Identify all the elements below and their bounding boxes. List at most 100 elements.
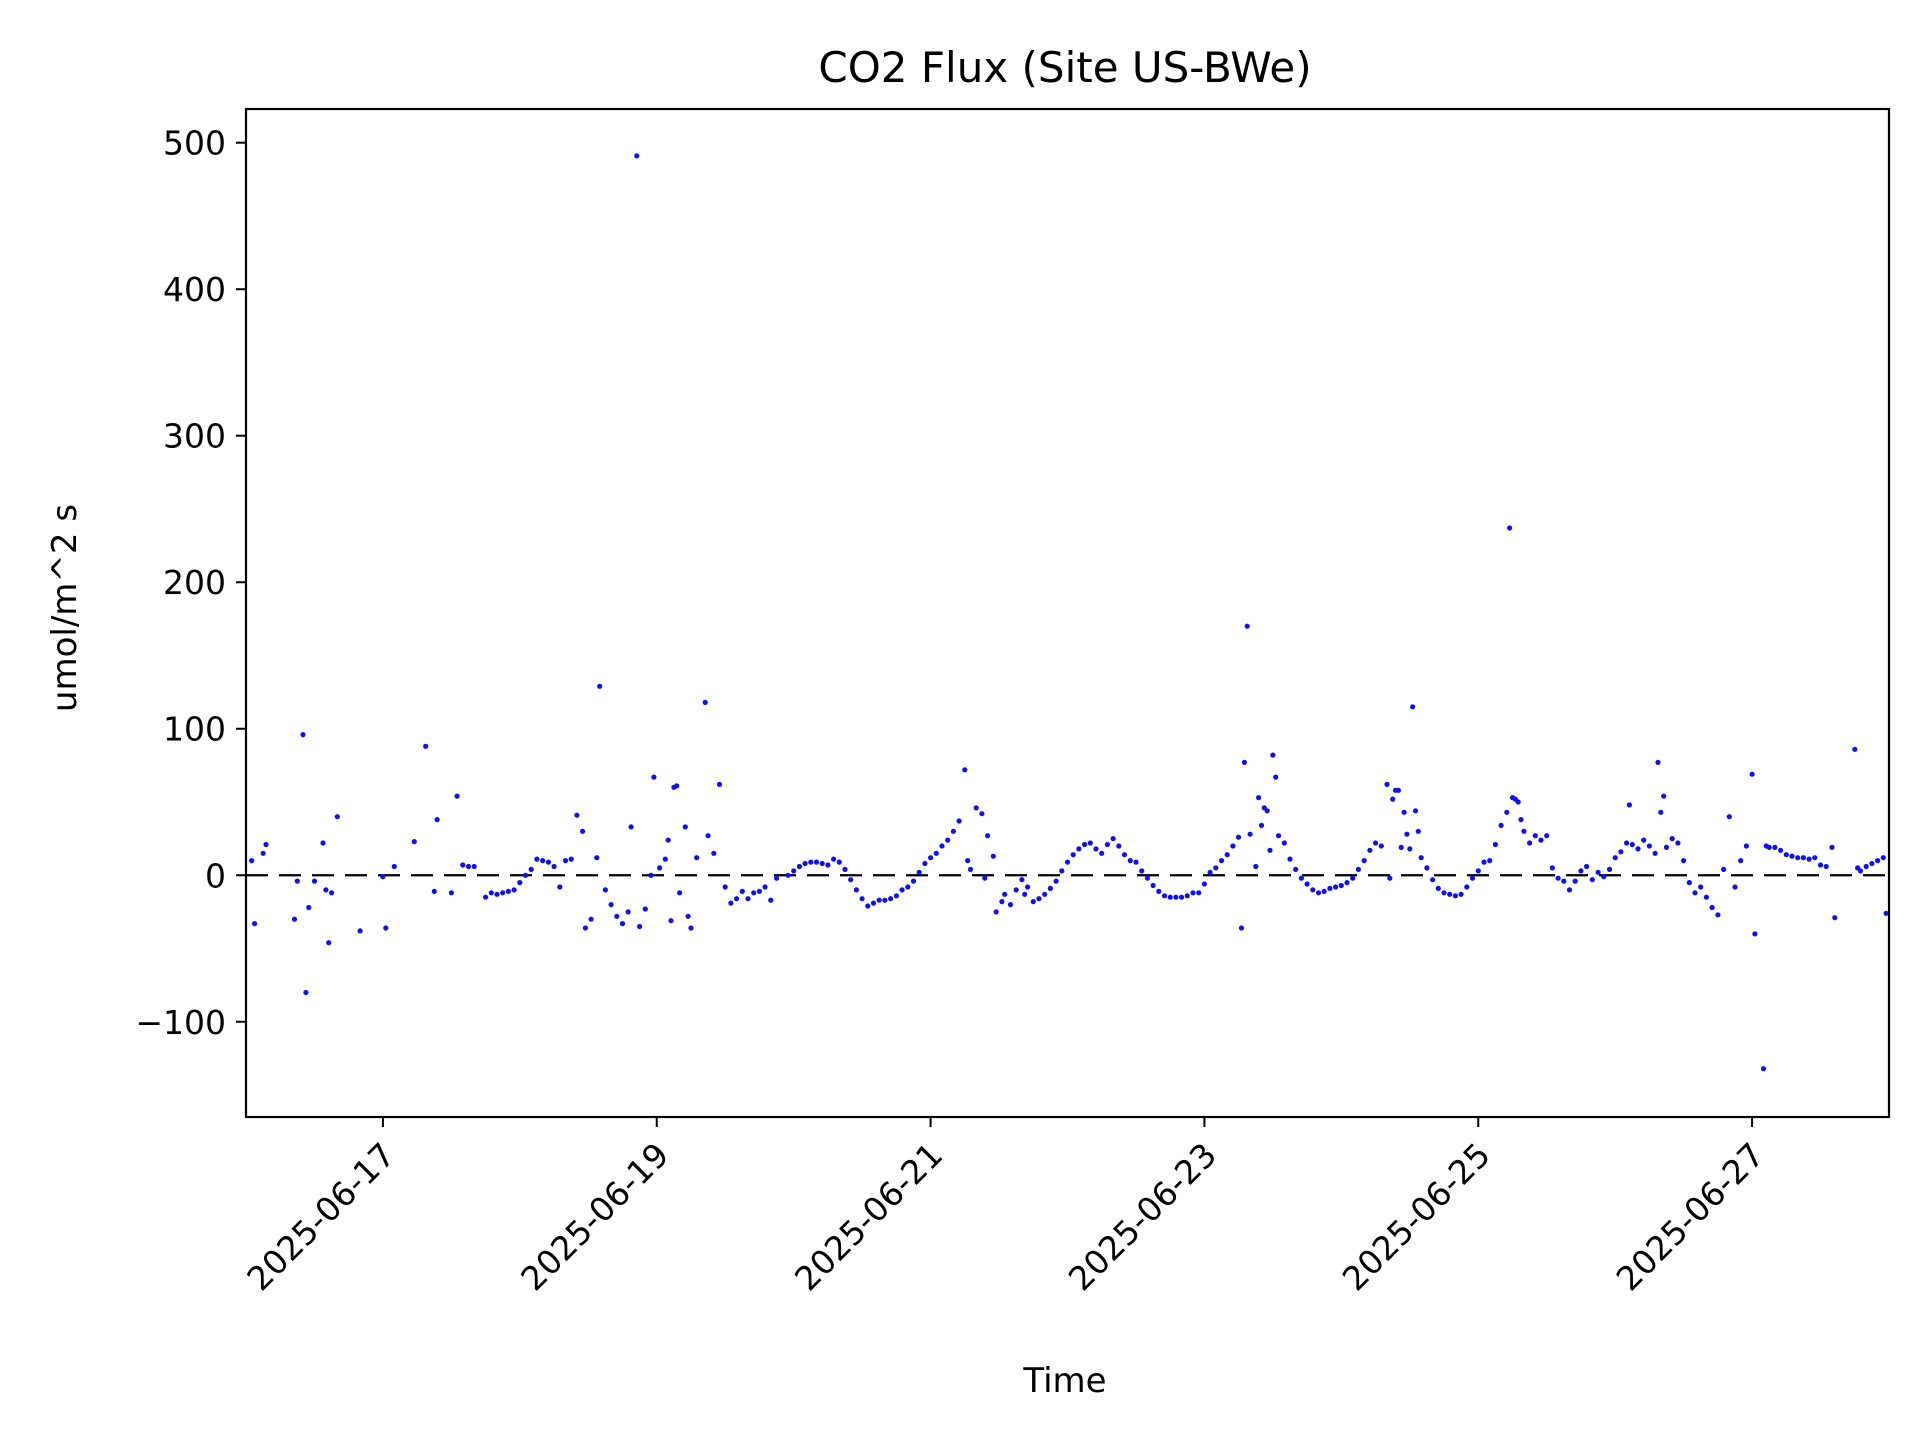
data-point (1184, 893, 1190, 899)
data-point (320, 840, 326, 846)
data-point (1458, 891, 1464, 897)
data-point (1606, 866, 1613, 873)
data-point (1641, 837, 1647, 843)
data-point (1829, 844, 1835, 851)
data-point (1555, 875, 1561, 881)
data-point (1241, 759, 1247, 766)
data-point (1207, 869, 1213, 875)
data-point (1304, 881, 1310, 887)
data-point (1681, 858, 1687, 864)
data-point (252, 921, 258, 927)
data-point (488, 890, 494, 896)
data-point (1139, 868, 1145, 874)
data-point (1544, 833, 1550, 839)
data-point (1629, 841, 1635, 848)
data-point (557, 884, 563, 890)
data-point (722, 884, 728, 890)
data-point (1464, 884, 1470, 890)
data-point (768, 897, 774, 903)
data-point (1481, 859, 1487, 865)
data-point (751, 890, 757, 896)
data-point (391, 863, 397, 870)
data-point (1635, 846, 1641, 852)
data-point (842, 866, 848, 873)
data-point (967, 866, 974, 873)
y-axis-ticks: −100 0 100 200 300 400 500 (135, 124, 246, 1042)
data-point (993, 909, 999, 915)
data-point (1036, 896, 1042, 902)
data-point (1333, 884, 1339, 890)
data-point (1618, 849, 1624, 855)
data-point (922, 860, 928, 867)
data-point (1852, 746, 1858, 752)
data-point (1350, 875, 1356, 881)
data-point (1612, 855, 1618, 861)
data-point (1133, 859, 1139, 865)
data-point (745, 896, 751, 902)
data-point (785, 872, 791, 878)
data-point (637, 923, 643, 930)
y-axis-label: umol/m^2 s (45, 504, 85, 712)
data-point (756, 888, 763, 895)
data-point (1772, 844, 1778, 851)
data-point (1007, 902, 1014, 908)
data-point (888, 896, 894, 902)
data-point (505, 888, 511, 895)
data-point (1686, 880, 1692, 886)
data-point (608, 902, 614, 908)
data-point (1253, 863, 1259, 870)
data-point (1022, 891, 1028, 897)
data-point (1498, 822, 1504, 829)
data-point (1019, 877, 1025, 883)
data-point (1355, 866, 1361, 873)
data-point (1082, 841, 1088, 848)
data-point (1518, 817, 1524, 823)
data-point (734, 896, 740, 902)
data-point (1390, 796, 1396, 802)
data-point (716, 781, 723, 788)
data-point (625, 909, 631, 915)
data-point (1487, 858, 1493, 864)
data-point (677, 890, 683, 896)
data-point (1327, 885, 1333, 892)
data-point (1238, 925, 1245, 931)
data-point (1698, 884, 1704, 890)
data-point (1492, 841, 1498, 848)
data-point (1410, 704, 1416, 710)
data-point (1661, 793, 1667, 799)
data-point (1441, 890, 1447, 896)
data-point (1766, 844, 1772, 851)
data-point (1823, 863, 1829, 870)
data-point (423, 743, 429, 749)
data-point (702, 699, 708, 706)
data-point (1030, 899, 1036, 905)
data-point (791, 868, 797, 874)
data-point (1224, 852, 1230, 858)
data-point (1064, 859, 1071, 865)
data-point (562, 858, 569, 864)
data-point (1407, 846, 1413, 852)
data-point (300, 732, 306, 738)
data-point (711, 850, 717, 856)
data-point (665, 837, 671, 843)
data-point (962, 767, 968, 773)
data-point (383, 925, 389, 931)
data-point (1244, 623, 1250, 629)
data-point (796, 863, 803, 870)
data-point (1179, 894, 1185, 900)
data-point (1218, 858, 1225, 864)
data-point (688, 925, 694, 931)
data-point (1276, 833, 1282, 839)
data-point (1869, 860, 1875, 867)
data-point (534, 856, 540, 862)
data-point (1321, 888, 1327, 895)
data-point (1515, 799, 1521, 805)
data-point (802, 860, 808, 867)
y-tick-label: 500 (163, 124, 226, 163)
data-point (597, 683, 603, 689)
data-point (1236, 834, 1242, 840)
data-point (357, 928, 363, 934)
data-point (1310, 887, 1316, 893)
data-point (1401, 809, 1407, 815)
data-point (1099, 850, 1105, 856)
